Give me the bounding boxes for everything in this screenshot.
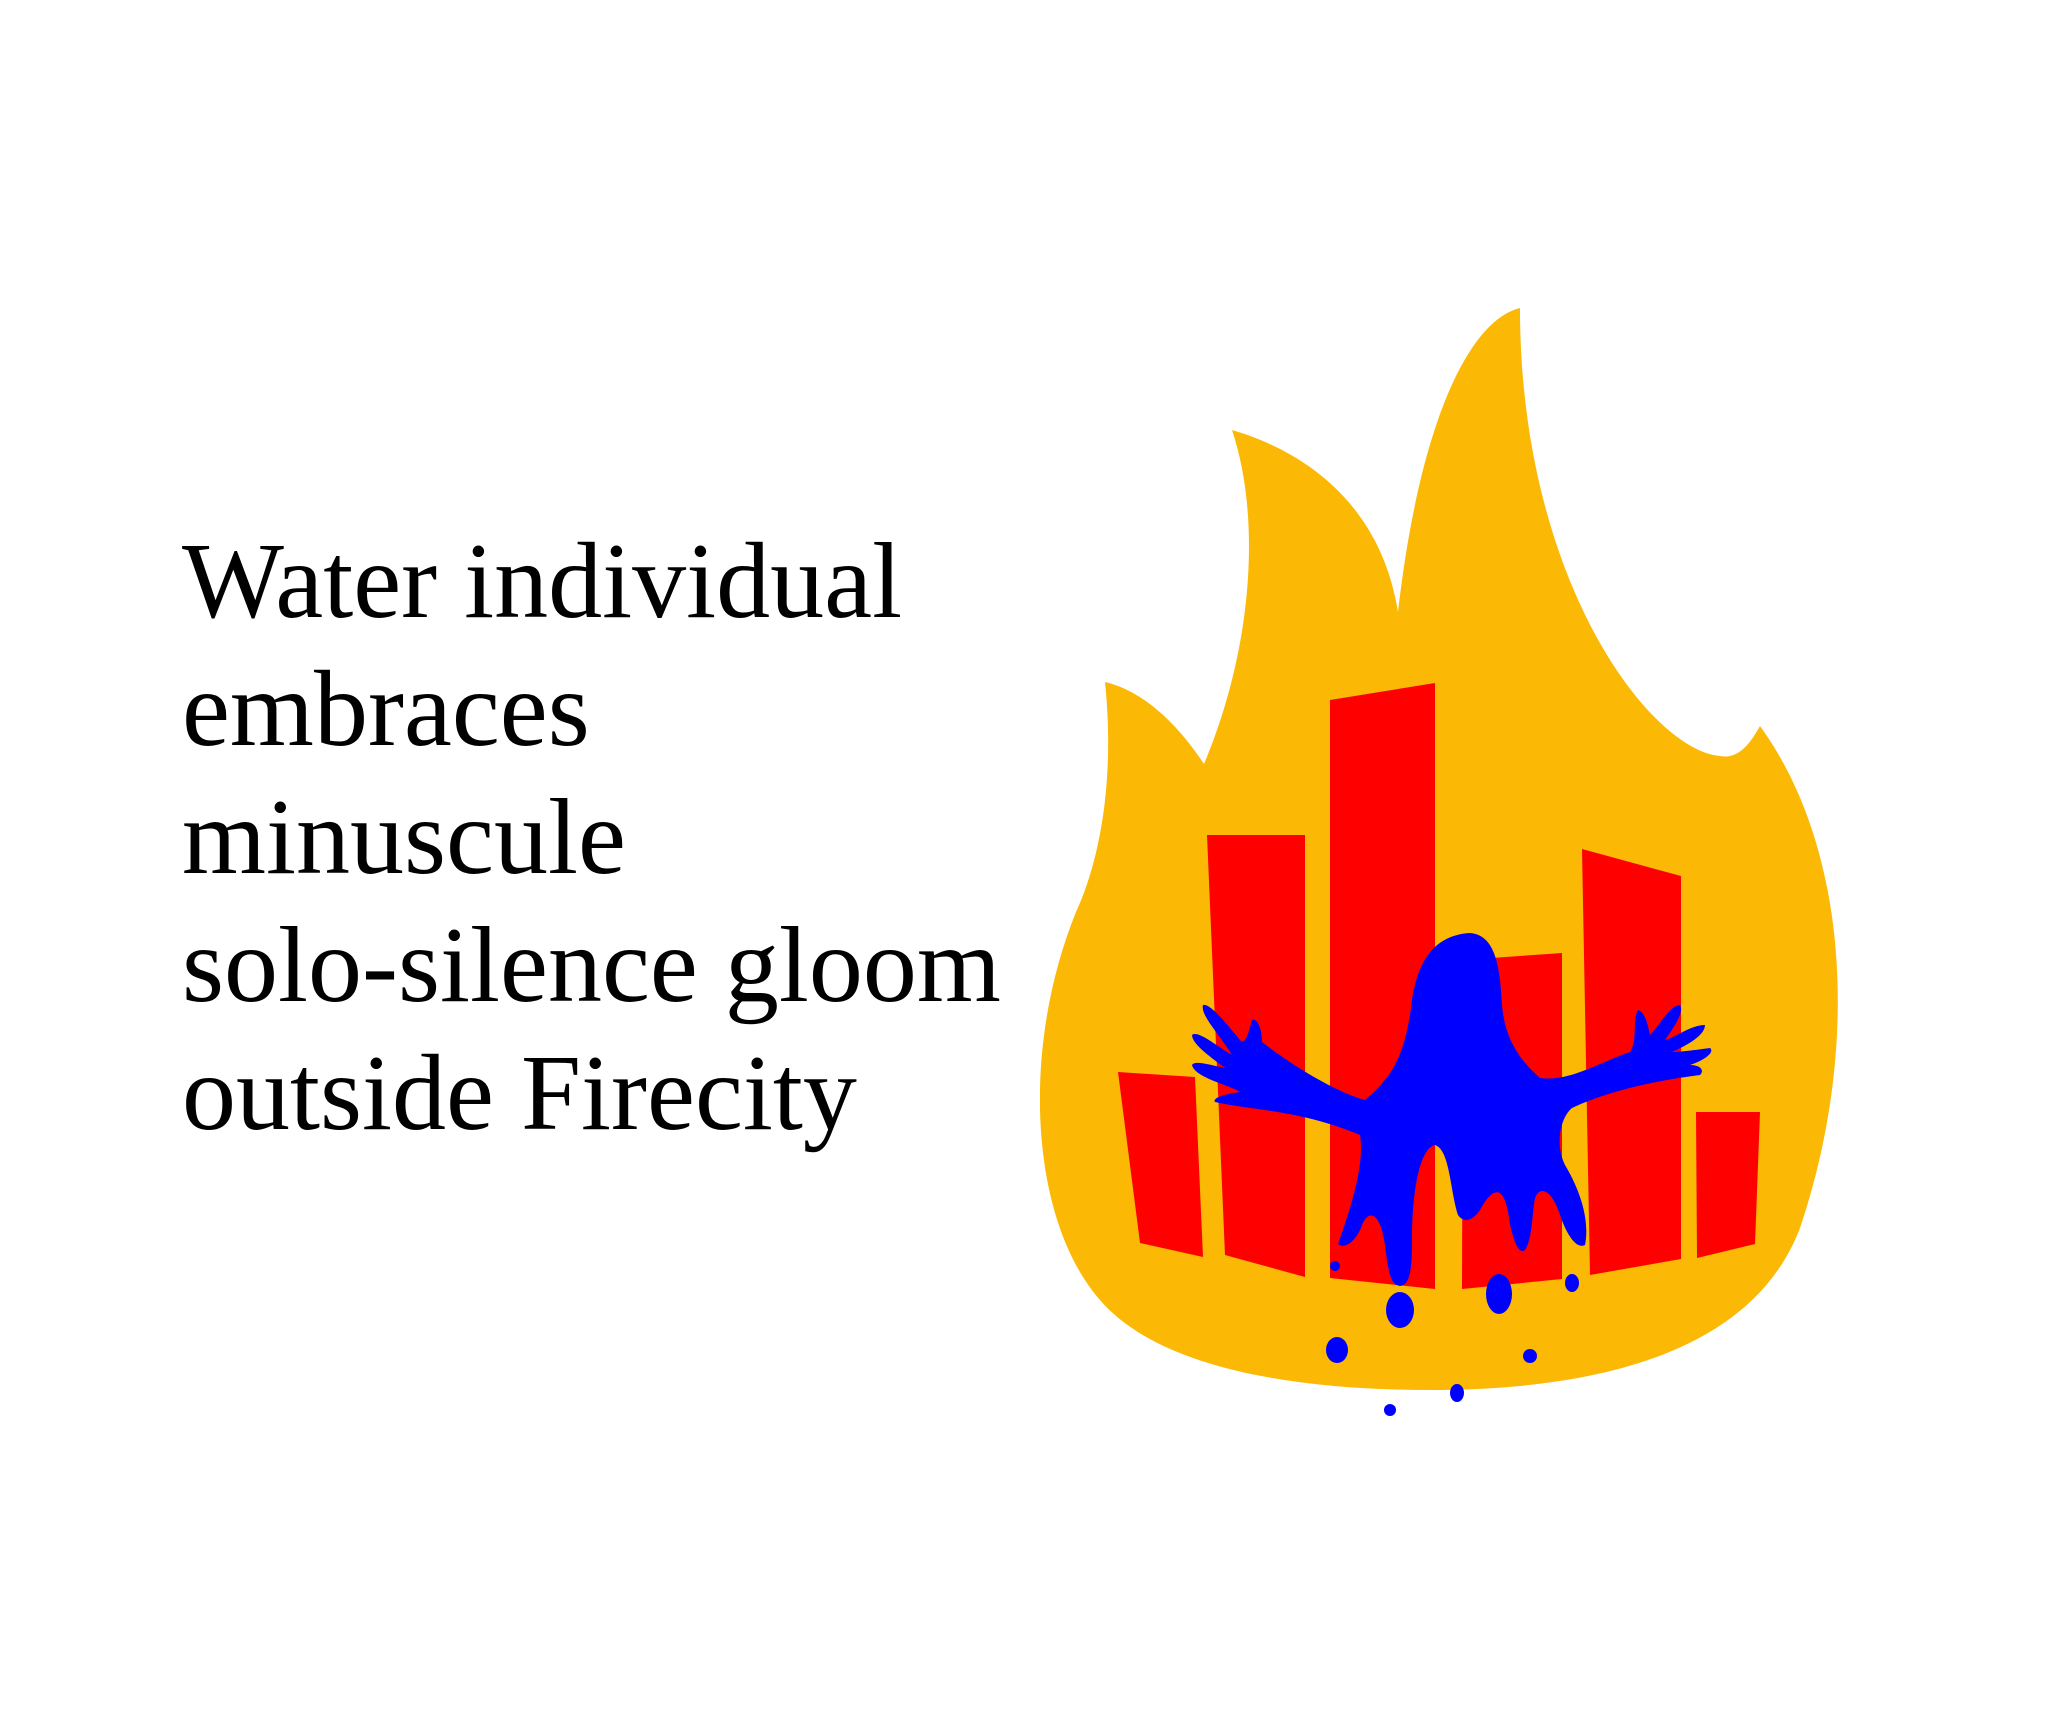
water-droplet xyxy=(1384,1404,1396,1416)
water-droplet xyxy=(1486,1274,1512,1314)
caption-line-1: Water individual xyxy=(182,522,903,641)
water-figure xyxy=(1192,933,1712,1416)
water-droplet xyxy=(1523,1349,1537,1363)
building-1 xyxy=(1118,1072,1203,1257)
caption-line-3: minuscule xyxy=(182,778,626,897)
caption-line-2: embraces xyxy=(182,650,590,769)
water-droplet xyxy=(1565,1274,1579,1292)
caption-text: Water individual embraces minuscule solo… xyxy=(182,518,1001,1158)
water-figure-body xyxy=(1192,933,1712,1286)
water-droplet xyxy=(1330,1261,1340,1271)
flame-city-water-figure-icon xyxy=(1040,308,1838,1416)
building-6 xyxy=(1696,1112,1760,1258)
caption-line-4: solo-silence gloom xyxy=(182,906,1001,1025)
water-droplet xyxy=(1386,1292,1414,1328)
water-droplet xyxy=(1326,1337,1348,1363)
caption-line-5: outside Firecity xyxy=(182,1034,857,1153)
water-droplet xyxy=(1450,1384,1464,1402)
